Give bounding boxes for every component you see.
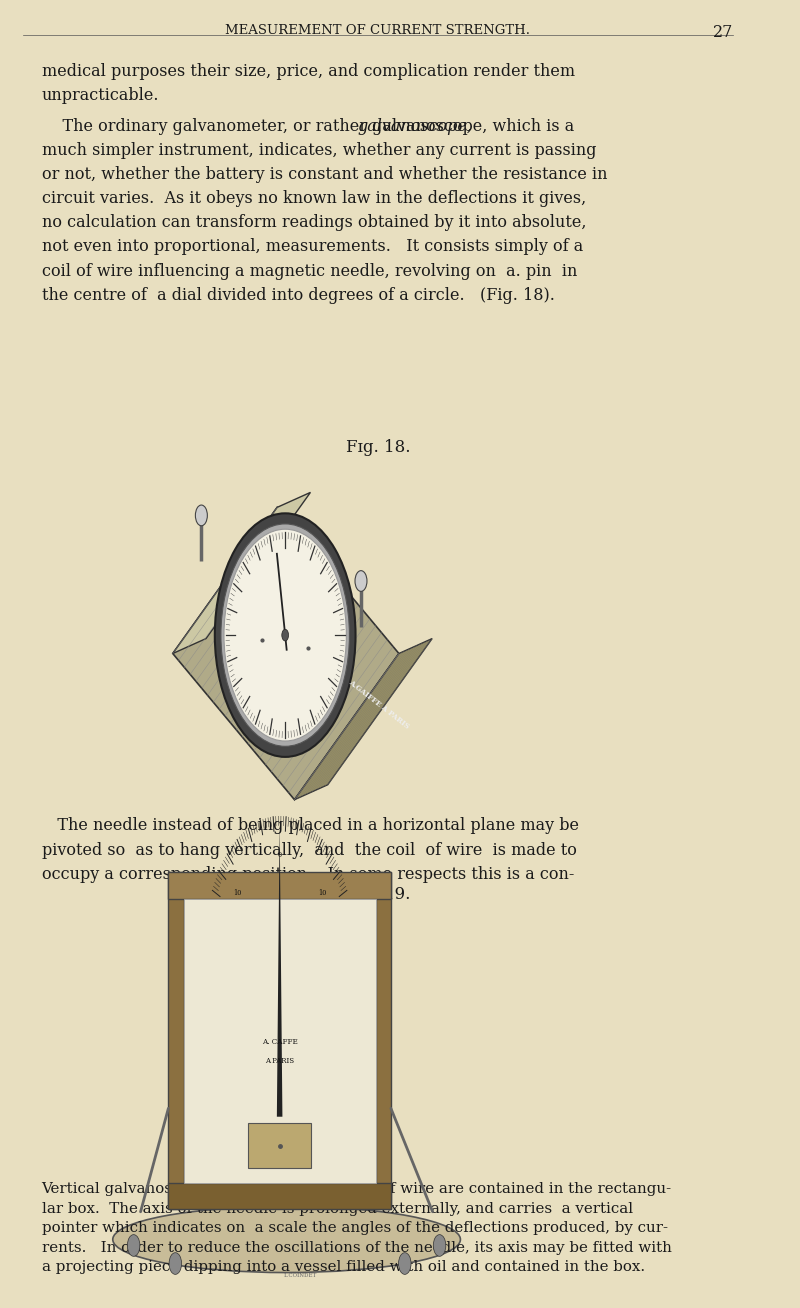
Bar xyxy=(168,872,184,1210)
Text: galvanoscope,: galvanoscope, xyxy=(358,118,473,135)
Text: medical purposes their size, price, and complication render them
unpracticable.: medical purposes their size, price, and … xyxy=(42,63,574,103)
Circle shape xyxy=(127,1235,140,1256)
Circle shape xyxy=(434,1235,446,1256)
Text: A. CAFFE: A. CAFFE xyxy=(262,1039,298,1046)
Polygon shape xyxy=(173,492,310,654)
Bar xyxy=(375,872,391,1210)
Text: L.COINDET: L.COINDET xyxy=(284,1273,317,1278)
Text: Fɪg. 18.: Fɪg. 18. xyxy=(346,439,410,456)
Circle shape xyxy=(224,530,346,742)
Circle shape xyxy=(398,1253,411,1274)
Text: MEASUREMENT OF CURRENT STRENGTH.: MEASUREMENT OF CURRENT STRENGTH. xyxy=(226,24,530,37)
Text: 0: 0 xyxy=(278,850,282,858)
Circle shape xyxy=(221,525,350,747)
Text: 10: 10 xyxy=(233,889,242,897)
Circle shape xyxy=(282,629,289,641)
Circle shape xyxy=(195,505,207,526)
Text: Vertical galvanoscope.   The needle and coil of wire are contained in the rectan: Vertical galvanoscope. The needle and co… xyxy=(42,1182,672,1274)
Text: 10: 10 xyxy=(318,889,326,897)
Circle shape xyxy=(169,1253,182,1274)
Polygon shape xyxy=(173,508,399,799)
Polygon shape xyxy=(277,821,282,1117)
Text: A.GAIFFE A PARIS: A.GAIFFE A PARIS xyxy=(347,678,411,730)
Text: The ordinary galvanometer, or rather galvanoscope, which is a
much simpler instr: The ordinary galvanometer, or rather gal… xyxy=(42,118,607,303)
Text: A PARIS: A PARIS xyxy=(265,1057,294,1065)
Bar xyxy=(184,899,375,1182)
Bar xyxy=(168,872,391,899)
Text: The needle instead of being placed in a horizontal plane may be
pivoted so  as t: The needle instead of being placed in a … xyxy=(42,818,578,883)
Polygon shape xyxy=(294,638,432,799)
Circle shape xyxy=(215,513,355,757)
Ellipse shape xyxy=(113,1206,461,1273)
Circle shape xyxy=(355,570,367,591)
Bar xyxy=(248,1122,311,1168)
Bar xyxy=(168,1182,391,1210)
Text: 27: 27 xyxy=(713,24,733,41)
Text: Fɪg. 19.: Fɪg. 19. xyxy=(346,886,410,903)
